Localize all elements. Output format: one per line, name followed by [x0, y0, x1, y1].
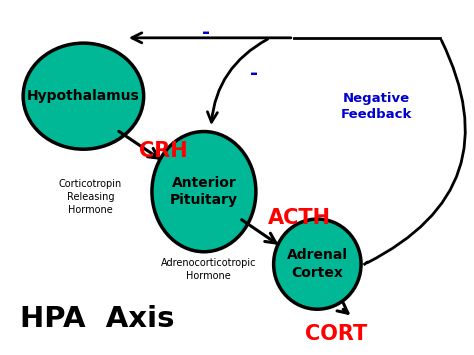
Text: Anterior
Pituitary: Anterior Pituitary [170, 176, 238, 207]
Ellipse shape [23, 43, 144, 149]
Text: ACTH: ACTH [268, 208, 331, 228]
Text: Hypothalamus: Hypothalamus [27, 89, 140, 103]
Text: Negative
Feedback: Negative Feedback [341, 92, 412, 121]
Text: Corticotropin
Releasing
Hormone: Corticotropin Releasing Hormone [59, 179, 122, 215]
FancyArrowPatch shape [208, 39, 268, 122]
Ellipse shape [152, 132, 256, 252]
FancyArrowPatch shape [367, 40, 465, 263]
Text: HPA  Axis: HPA Axis [19, 305, 174, 333]
Text: CORT: CORT [305, 324, 367, 344]
Ellipse shape [273, 219, 361, 309]
Text: CRH: CRH [139, 141, 187, 161]
Text: Adrenocorticotropic
Hormone: Adrenocorticotropic Hormone [161, 258, 256, 281]
Text: -: - [202, 23, 210, 42]
Text: -: - [249, 64, 257, 83]
Text: Adrenal
Cortex: Adrenal Cortex [287, 248, 348, 280]
